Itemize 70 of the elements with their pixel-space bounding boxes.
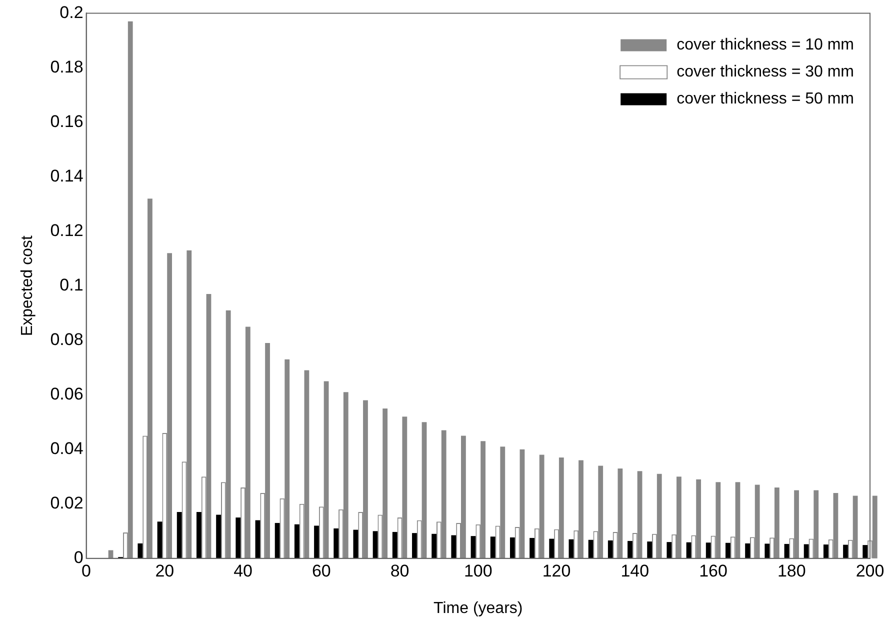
bar xyxy=(432,534,437,558)
bar xyxy=(764,544,770,558)
x-axis-title: Time (years) xyxy=(434,600,523,617)
x-tick-label: 180 xyxy=(777,561,806,580)
bar xyxy=(745,543,750,558)
bar xyxy=(236,518,241,558)
bar xyxy=(157,522,162,558)
bar xyxy=(353,530,358,558)
y-tick-label: 0.04 xyxy=(50,439,84,458)
bar xyxy=(862,545,868,558)
bar xyxy=(608,540,613,558)
bar xyxy=(176,512,182,558)
bar xyxy=(196,512,202,558)
bar xyxy=(549,538,554,558)
legend-label: cover thickness = 30 mm xyxy=(676,64,854,81)
legend-label: cover thickness = 10 mm xyxy=(676,36,854,54)
y-tick-label: 0.2 xyxy=(60,2,84,22)
y-tick-label: 0.12 xyxy=(50,220,84,240)
y-tick-label: 0.1 xyxy=(60,275,84,294)
y-tick-label: 0.14 xyxy=(50,166,84,186)
bar xyxy=(843,544,848,558)
y-tick-label: 0.02 xyxy=(50,494,84,513)
bar xyxy=(656,474,662,558)
bar xyxy=(216,514,221,558)
x-tick-label: 100 xyxy=(464,561,492,580)
y-tick-label: 0.06 xyxy=(50,384,84,404)
bar xyxy=(470,536,476,558)
x-tick-label: 120 xyxy=(542,561,571,580)
y-tick-label: 0.08 xyxy=(50,330,84,350)
x-tick-label: 80 xyxy=(390,561,410,580)
y-axis-title: Expected cost xyxy=(19,234,36,336)
bar xyxy=(138,543,143,558)
bar xyxy=(706,542,711,558)
x-tick-label: 60 xyxy=(312,561,331,580)
bar xyxy=(372,531,378,558)
bar xyxy=(628,540,632,558)
x-tick-label: 160 xyxy=(699,561,728,580)
x-tick-label: 200 xyxy=(856,561,884,580)
bar xyxy=(392,532,398,558)
bar xyxy=(726,542,730,558)
bar xyxy=(274,522,280,558)
legend-label: cover thickness = 50 mm xyxy=(676,90,854,108)
bar xyxy=(255,520,260,558)
bar xyxy=(108,550,114,558)
bar xyxy=(334,528,339,558)
bar xyxy=(441,430,446,558)
y-tick-label: 0.16 xyxy=(50,112,84,131)
bar xyxy=(128,21,133,558)
bar xyxy=(804,544,809,558)
bar xyxy=(490,536,496,558)
bar xyxy=(314,526,319,558)
x-tick-label: 40 xyxy=(234,561,252,580)
bar xyxy=(558,458,564,558)
y-tick-label: 0 xyxy=(74,548,84,568)
bar xyxy=(774,488,780,558)
bar xyxy=(451,535,456,558)
bar xyxy=(666,542,672,558)
bar xyxy=(647,542,652,558)
bar xyxy=(343,392,348,558)
x-tick-label: 20 xyxy=(155,561,174,580)
bar xyxy=(245,326,250,558)
bar xyxy=(294,524,300,558)
y-tick-label: 0.18 xyxy=(50,57,84,76)
x-tick-label: 140 xyxy=(620,561,650,580)
bar xyxy=(872,496,878,558)
bar xyxy=(412,533,417,558)
bar xyxy=(510,537,515,558)
bar xyxy=(588,540,594,558)
bar xyxy=(823,544,828,558)
bar xyxy=(530,538,534,558)
